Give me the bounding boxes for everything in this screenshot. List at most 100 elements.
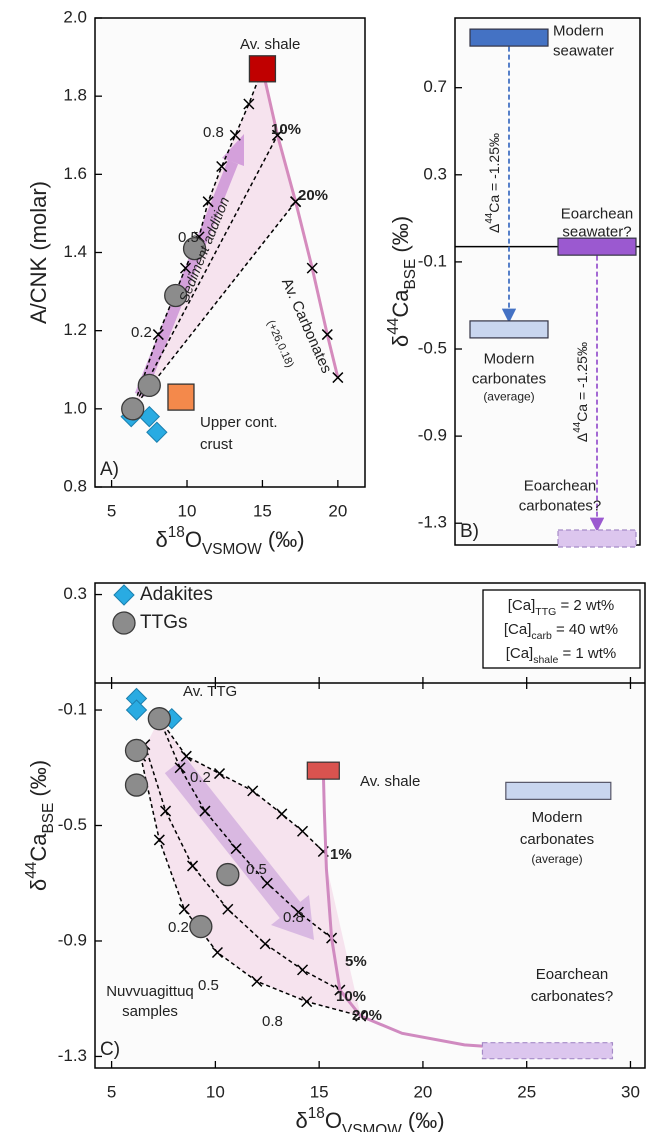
- legend-swatch: [112, 611, 136, 635]
- cross-marker: [243, 98, 255, 110]
- y-axis-title-part: (‰): [26, 760, 51, 803]
- trend-arrow-head: [222, 134, 244, 166]
- cross-marker: [276, 808, 288, 820]
- mixing-line: [260, 68, 340, 378]
- level-label: seawater: [553, 43, 614, 60]
- y-axis-title-part: δ: [26, 879, 51, 891]
- level-label: Eoarchean: [524, 477, 597, 494]
- x-tick-label: 10: [178, 501, 197, 520]
- annotation: carbonates: [520, 831, 594, 848]
- x-axis-title-part: (‰): [402, 1108, 445, 1132]
- cross-marker: [230, 843, 242, 855]
- annotation: 0.5: [198, 977, 219, 994]
- cross-marker: [321, 329, 333, 341]
- x-axis-title-part: O: [185, 527, 202, 552]
- annotation: Av. shale: [240, 36, 300, 53]
- level-box: [557, 237, 637, 256]
- y-tick-label: 0.3: [63, 584, 87, 603]
- diamond-marker: [146, 421, 168, 443]
- legend-swatch: [113, 584, 135, 606]
- arrow-label-part: 44: [484, 212, 495, 223]
- y-axis-title: δ44CaBSE (‰): [23, 760, 57, 891]
- x-axis-title-part: VSMOW: [342, 1122, 402, 1132]
- y-tick-label: 0.8: [63, 476, 87, 495]
- y-tick-label: -0.5: [418, 338, 447, 357]
- cross-marker: [297, 825, 309, 837]
- cross-marker: [251, 975, 263, 987]
- cross-marker: [306, 262, 318, 274]
- cross-marker: [152, 329, 164, 341]
- note-part: [Ca]: [508, 597, 536, 614]
- y-tick-label: 0.3: [423, 164, 447, 183]
- y-tick-label: -0.9: [58, 930, 87, 949]
- note-part: = 40 wt%: [552, 621, 618, 638]
- circle-marker: [216, 862, 240, 887]
- legend-label: TTGs: [140, 612, 188, 633]
- level-label: seawater?: [562, 224, 631, 241]
- circle-marker: [182, 236, 207, 261]
- y-tick-label: 1.2: [63, 320, 87, 339]
- annotation: Upper cont.: [200, 414, 278, 431]
- x-axis-title-part: (‰): [262, 527, 305, 552]
- cross-marker: [180, 750, 192, 762]
- cross-marker: [179, 262, 192, 274]
- cross-marker: [199, 805, 211, 817]
- x-tick-label: 5: [107, 1082, 116, 1101]
- annotation: 0.2: [131, 324, 152, 341]
- y-tick-label: -0.9: [418, 426, 447, 445]
- trend-arrow-head: [271, 895, 314, 940]
- annotation: 0.8: [283, 909, 304, 926]
- y-tick-label: 1.4: [63, 242, 87, 261]
- y-tick-label: 1.6: [63, 164, 87, 183]
- box-marker: [505, 781, 612, 800]
- x-axis-title-part: 18: [308, 1105, 325, 1122]
- arrow-label: Δ44Ca = -1.25‰: [484, 133, 502, 233]
- cross-marker: [259, 938, 271, 950]
- arrow-label-part: Ca = -1.25‰: [486, 133, 502, 213]
- level-box: [557, 529, 637, 548]
- mixing-line: [132, 134, 279, 410]
- x-tick-label: 25: [517, 1082, 536, 1101]
- cross-marker: [271, 129, 284, 141]
- x-axis-title-part: VSMOW: [202, 541, 262, 558]
- cross-marker: [211, 946, 223, 959]
- annotation: Eoarchean: [536, 966, 609, 983]
- cross-marker: [187, 860, 199, 872]
- annotation: Av. shale: [360, 773, 420, 790]
- square-marker: [248, 55, 277, 83]
- cross-marker: [290, 196, 302, 208]
- level-label: Modern: [553, 23, 604, 40]
- x-tick-label: 20: [328, 501, 347, 520]
- legend-label: Adakites: [140, 584, 213, 605]
- y-tick-label: 2.0: [63, 7, 87, 26]
- note-part: shale: [533, 654, 558, 666]
- annotation: 1%: [330, 846, 352, 863]
- panel-label: A): [100, 459, 119, 480]
- note-part: = 1 wt%: [558, 645, 616, 662]
- annotation: 0.5: [246, 861, 267, 878]
- arrow-label-part: Ca = -1.25‰: [574, 342, 590, 422]
- y-tick-label: -1.3: [418, 513, 447, 532]
- circle-marker: [124, 738, 149, 763]
- circle-marker: [189, 914, 213, 939]
- panel-label: B): [460, 521, 479, 542]
- square-marker: [167, 383, 195, 411]
- y-axis-title-part: BSE: [402, 259, 419, 290]
- annotation: carbonates?: [531, 988, 614, 1005]
- cross-marker: [174, 762, 186, 774]
- y-axis-title-part: Ca: [26, 833, 51, 862]
- annotation: 0.8: [203, 124, 224, 141]
- note-part: carb: [531, 630, 552, 642]
- annotation: crust: [200, 436, 233, 453]
- y-tick-label: -0.1: [418, 251, 447, 270]
- box-marker: [481, 1042, 614, 1060]
- annotation: (average): [531, 852, 582, 866]
- arrow-label-part: 44: [572, 421, 583, 432]
- y-tick-label: 1.8: [63, 86, 87, 105]
- x-tick-label: 20: [413, 1082, 432, 1101]
- cross-marker: [229, 129, 241, 141]
- note-part: [Ca]: [506, 645, 534, 662]
- y-tick-label: -0.1: [58, 700, 87, 719]
- annotation: 20%: [298, 187, 328, 204]
